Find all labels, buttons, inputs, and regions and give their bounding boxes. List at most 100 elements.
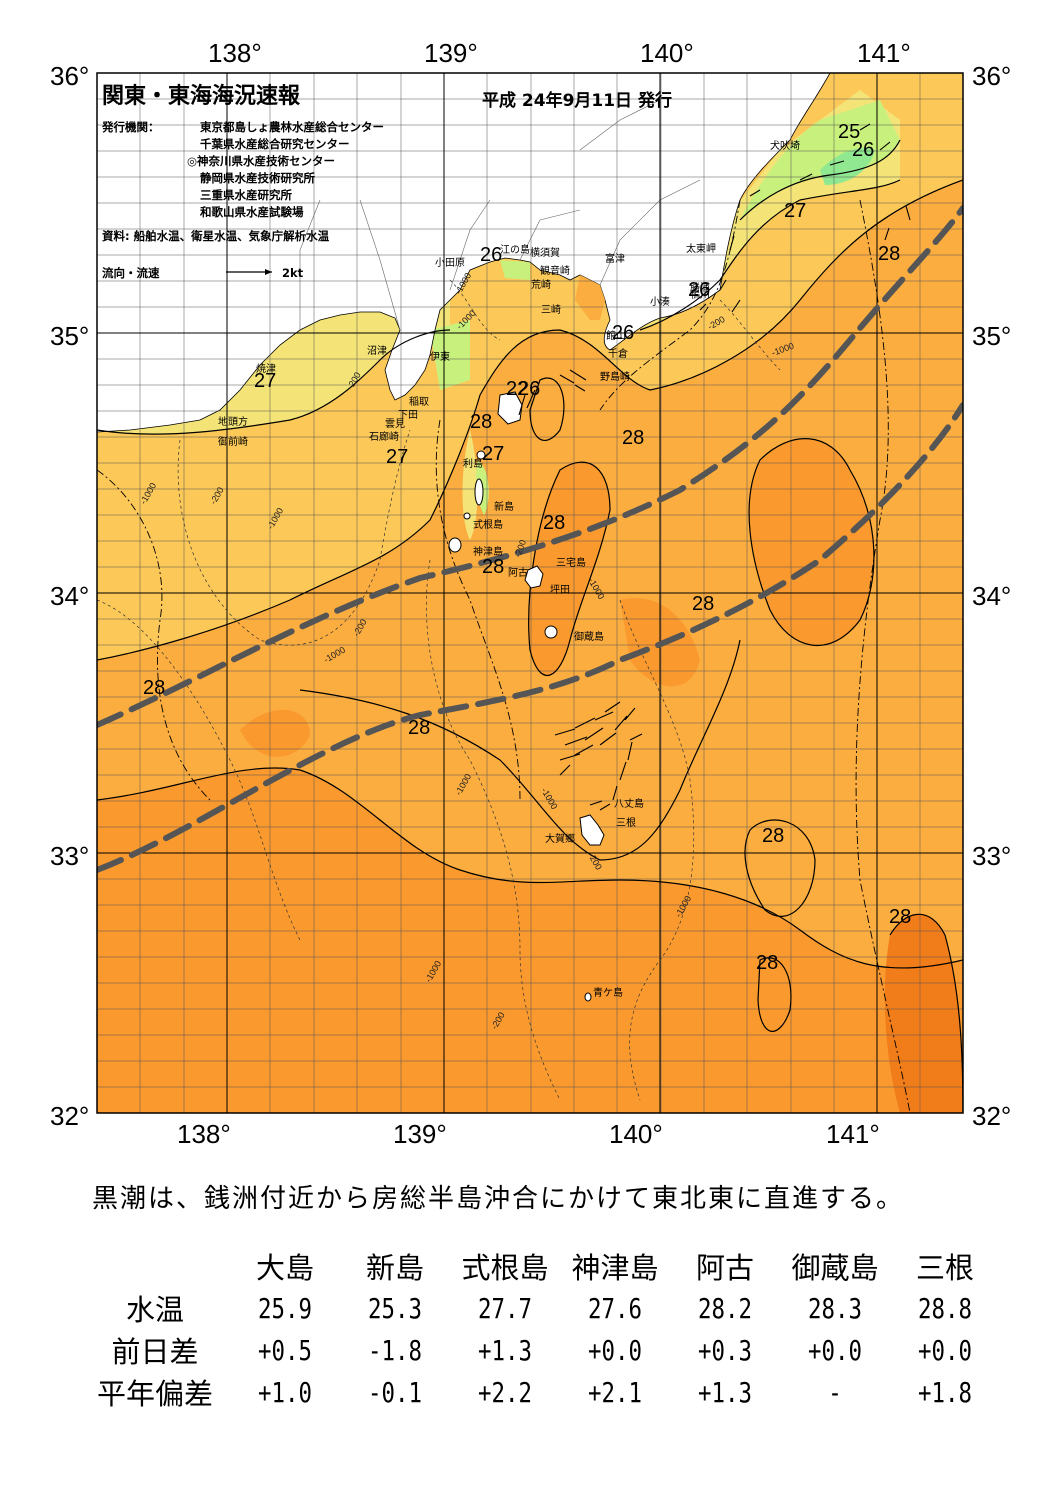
table-cell: -1.8	[368, 1333, 422, 1367]
publisher-label: 発行機関：	[101, 120, 160, 134]
islands	[448, 391, 605, 1002]
lon-tick-label: 140°	[640, 38, 694, 68]
lon-tick-label: 138°	[177, 1119, 231, 1149]
place-name: 大賀郷	[545, 832, 575, 845]
column-header: 三根	[915, 1251, 974, 1285]
island-temperature-table: 大島 新島 式根島 神津島 阿古 御蔵島 三根 水温 25.9 25.3 27.…	[80, 1245, 1000, 1413]
sea-25-zone-sagami	[500, 260, 530, 280]
island-toshima	[476, 450, 486, 460]
place-name: 小田原	[435, 257, 465, 269]
place-name: 小湊	[650, 295, 670, 308]
lat-tick-label: 35°	[50, 321, 89, 351]
place-name: 勝浦	[690, 281, 710, 294]
lat-tick-label: 32°	[50, 1101, 89, 1131]
table-cell: 25.9	[258, 1291, 312, 1325]
place-name: 横須賀	[530, 246, 560, 259]
place-name: 焼津	[256, 363, 276, 375]
sea-warm-patch-east	[749, 438, 874, 646]
land-honshu	[97, 73, 963, 433]
table-cell: +1.3	[478, 1333, 532, 1367]
place-name: 館山	[606, 329, 626, 342]
sea-warm-zone-south	[97, 767, 963, 1113]
table-row: 平年偏差 +1.0 -0.1 +2.2 +2.1 +1.3 - +1.8	[80, 1371, 1000, 1413]
place-name: 三崎	[541, 303, 561, 316]
publisher-item: 千葉県水産総合研究センター	[200, 137, 350, 151]
lat-tick-label: 33°	[50, 841, 89, 871]
isotherm-label: 28	[622, 427, 644, 449]
isotherm-label: 26	[480, 244, 502, 266]
place-name: 三宅島	[556, 556, 586, 569]
flow-legend-scale: 2kt	[282, 266, 304, 280]
place-name: 阿古	[508, 566, 528, 579]
place-name: 沼津	[367, 344, 387, 357]
isotherm-label: 22	[506, 378, 528, 400]
column-header: 大島	[255, 1251, 314, 1285]
isotherm-label: 26	[688, 279, 710, 301]
table-cell: +0.5	[258, 1333, 312, 1367]
table-header-row: 大島 新島 式根島 神津島 阿古 御蔵島 三根	[80, 1245, 1000, 1287]
isotherm-label: 26	[518, 378, 540, 400]
isotherm-label: 27	[784, 200, 806, 222]
summary-text: 黒潮は、銭洲付近から房総半島沖合にかけて東北東に直進する。	[92, 1184, 905, 1214]
island-oshima	[497, 391, 523, 425]
place-name: 新島	[494, 500, 514, 513]
place-names: 犬吠埼 太東岬 小湊 勝浦 鴨川 館山 千倉 野島崎 富津 観音崎 横須賀 荒崎…	[218, 139, 800, 999]
table-cell: +0.0	[918, 1333, 972, 1367]
column-header: 御蔵島	[791, 1251, 879, 1285]
lat-tick-label: 34°	[972, 581, 1011, 611]
kuroshio-axis	[97, 205, 963, 873]
column-header: 式根島	[461, 1251, 549, 1285]
table-cell: 25.3	[368, 1291, 422, 1325]
island-kozushima	[448, 537, 462, 553]
data-sources: 資料: 船舶水温、衛星水温、気象庁解析水温	[102, 229, 330, 243]
table-corner	[80, 1245, 230, 1287]
lat-tick-labels-right: 36° 35° 34° 33° 32°	[972, 61, 1011, 1131]
place-name: 地頭方	[218, 415, 248, 428]
place-name: 江の島	[500, 243, 530, 256]
place-name: 鴨川	[690, 288, 710, 301]
table-cell: +1.3	[698, 1375, 752, 1409]
table-cell: 27.7	[478, 1291, 532, 1325]
place-name: 坪田	[550, 583, 570, 596]
isotherm-label: 28	[143, 677, 165, 699]
table-row: 前日差 +0.5 -1.8 +1.3 +0.0 +0.3 +0.0 +0.0	[80, 1329, 1000, 1371]
column-header: 阿古	[695, 1251, 754, 1285]
table-cell: +0.0	[588, 1333, 642, 1367]
place-name: 式根島	[473, 518, 503, 531]
isotherm-label: 28	[482, 556, 504, 578]
place-name: 下田	[398, 410, 418, 421]
table-cell: 28.3	[808, 1291, 862, 1325]
isotherm-label: 28	[543, 512, 565, 534]
lat-tick-label: 32°	[972, 1101, 1011, 1131]
table-cell: +2.1	[588, 1375, 642, 1409]
table-cell: +0.3	[698, 1333, 752, 1367]
isotherm-label: 28	[692, 593, 714, 615]
isotherm-label: 28	[762, 825, 784, 847]
lon-tick-label: 138°	[208, 38, 262, 68]
table-cell: -0.1	[368, 1375, 422, 1409]
table-cell: 28.2	[698, 1291, 752, 1325]
publisher-item: 三重県水産研究所	[200, 188, 292, 202]
place-name: 石廊崎	[369, 430, 399, 443]
sea-25-zone-izu	[430, 320, 470, 390]
place-name: 青ケ島	[593, 986, 623, 999]
island-aogashima	[584, 992, 592, 1002]
table-row: 水温 25.9 25.3 27.7 27.6 28.2 28.3 28.8	[80, 1287, 1000, 1329]
sea-temperature-map: 138° 139° 140° 141° 138° 139° 140° 141° …	[50, 38, 1011, 1149]
lon-tick-label: 141°	[857, 38, 911, 68]
isotherm-label: 28	[878, 243, 900, 265]
publisher-item: 東京都島しょ農林水産総合センター	[200, 120, 384, 134]
map-title: 関東・東海海況速報	[102, 83, 301, 109]
table-cell: 27.6	[588, 1291, 642, 1325]
prefecture-lines	[299, 99, 701, 331]
isotherm-label: 28	[408, 717, 430, 739]
column-header: 新島	[365, 1251, 424, 1285]
sea-26-zone-izu	[462, 430, 478, 540]
place-name: 伊東	[430, 350, 450, 363]
lat-tick-labels-left: 36° 35° 34° 33° 32°	[50, 61, 89, 1131]
depth-contours	[97, 279, 781, 1101]
isotherm-label: 25	[838, 121, 860, 143]
isotherm-label: 28	[889, 906, 911, 928]
row-header: 平年偏差	[96, 1377, 213, 1411]
place-name: 三根	[616, 816, 636, 829]
